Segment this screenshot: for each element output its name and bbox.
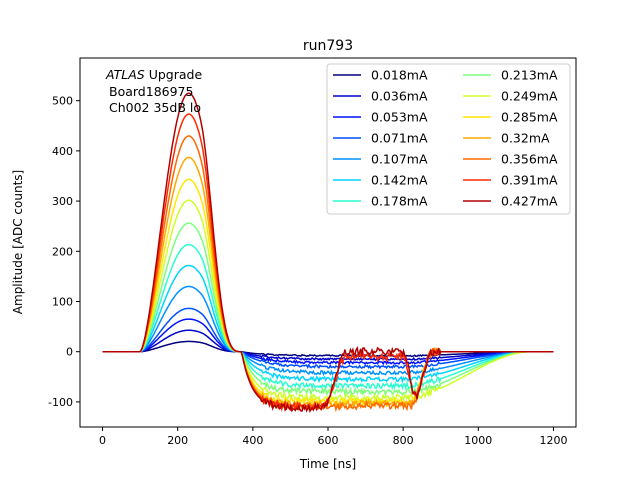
legend-label: 0.427mA xyxy=(501,194,558,209)
x-tick-label: 200 xyxy=(167,434,188,447)
legend-label: 0.107mA xyxy=(371,152,428,167)
legend-box xyxy=(326,63,571,215)
legend-label: 0.249mA xyxy=(501,89,558,104)
series-line xyxy=(102,92,554,414)
legend-label: 0.071mA xyxy=(371,131,428,146)
axes-ticks: 0 200 400 600 800 1000 1200 -100 0 100 200 300 400 50… xyxy=(48,95,567,447)
annotation-board: Board186975 xyxy=(109,84,193,99)
annotation-atlas: ATLAS xyxy=(105,67,145,82)
x-tick-label: 400 xyxy=(242,434,263,447)
chart-title: run793 xyxy=(303,38,353,54)
x-tick-label: 600 xyxy=(318,434,339,447)
series-line xyxy=(102,264,554,384)
atlas-annotation: ATLAS Upgrade Board186975 Ch002 35dB lo xyxy=(105,67,202,115)
legend-label: 0.053mA xyxy=(371,110,428,125)
y-tick-label: 0 xyxy=(66,346,73,359)
y-tick-label: -100 xyxy=(48,396,73,409)
x-tick-label: 1200 xyxy=(539,434,567,447)
series-line xyxy=(102,340,554,358)
legend-label: 0.142mA xyxy=(371,173,428,188)
series-line xyxy=(102,307,554,370)
y-tick-label: 100 xyxy=(52,295,73,308)
annotation-channel: Ch002 35dB lo xyxy=(109,100,201,115)
legend-label: 0.32mA xyxy=(501,131,550,146)
legend: 0.018mA 0.036mA 0.053mA 0.071mA 0.107mA 0.142… xyxy=(326,63,571,215)
y-tick-label: 300 xyxy=(52,195,73,208)
series-line xyxy=(102,222,554,398)
plot-lines xyxy=(102,92,554,414)
x-tick-label: 0 xyxy=(99,434,106,447)
legend-label: 0.036mA xyxy=(371,89,428,104)
series-line xyxy=(102,318,554,366)
series-line xyxy=(102,199,554,403)
y-tick-label: 500 xyxy=(52,95,73,108)
legend-label: 0.285mA xyxy=(501,110,558,125)
legend-label: 0.213mA xyxy=(501,68,558,83)
series-line xyxy=(102,329,554,362)
x-axis-label: Time [ns] xyxy=(299,457,356,471)
legend-label: 0.178mA xyxy=(371,194,428,209)
y-axis-label: Amplitude [ADC counts] xyxy=(11,170,25,314)
y-tick-label: 400 xyxy=(52,145,73,158)
plot-frame xyxy=(79,57,577,428)
annotation-upgrade: Upgrade xyxy=(145,67,203,82)
series-line xyxy=(102,243,554,391)
legend-label: 0.356mA xyxy=(501,152,558,167)
y-tick-label: 200 xyxy=(52,245,73,258)
x-tick-label: 1000 xyxy=(464,434,492,447)
svg-text:ATLAS Upgrade: ATLAS Upgrade xyxy=(105,67,202,82)
series-line xyxy=(102,285,554,377)
legend-label: 0.018mA xyxy=(371,68,428,83)
x-tick-label: 800 xyxy=(393,434,414,447)
legend-label: 0.391mA xyxy=(501,173,558,188)
